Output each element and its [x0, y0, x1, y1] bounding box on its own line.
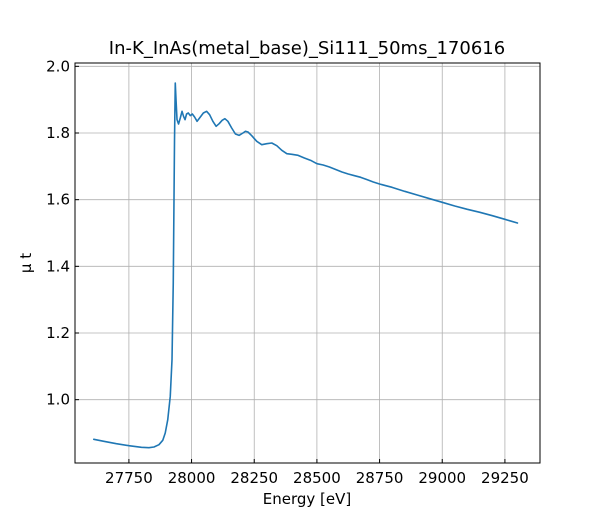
y-axis-label: μ t: [17, 253, 35, 273]
x-tick-label: 29250: [481, 469, 529, 487]
x-tick-label: 28000: [168, 469, 216, 487]
x-tick-label: 28250: [230, 469, 278, 487]
y-tick-label: 1.6: [46, 191, 70, 209]
y-tick-label: 1.0: [46, 391, 70, 409]
x-tick-labels: 27750 28000 28250 28500 28750 29000 29250: [105, 469, 529, 487]
grid: [75, 63, 540, 463]
x-tick-label: 29000: [418, 469, 466, 487]
plot-frame: [74, 62, 541, 464]
x-tick-label: 27750: [105, 469, 153, 487]
x-axis-label: Energy [eV]: [263, 490, 351, 508]
spectrum-line: [93, 82, 519, 449]
x-tick-label: 28750: [356, 469, 404, 487]
plot-area: [93, 82, 519, 449]
y-tick-label: 1.2: [46, 324, 70, 342]
y-tick-label: 1.4: [46, 257, 70, 275]
chart-title: In-K_InAs(metal_base)_Si111_50ms_170616: [109, 38, 505, 59]
ticks: [75, 65, 506, 463]
y-tick-label: 1.8: [46, 124, 70, 142]
y-tick-labels: 1.0 1.2 1.4 1.6 1.8 2.0: [46, 57, 70, 408]
y-tick-label: 2.0: [46, 57, 70, 75]
x-tick-label: 28500: [293, 469, 341, 487]
